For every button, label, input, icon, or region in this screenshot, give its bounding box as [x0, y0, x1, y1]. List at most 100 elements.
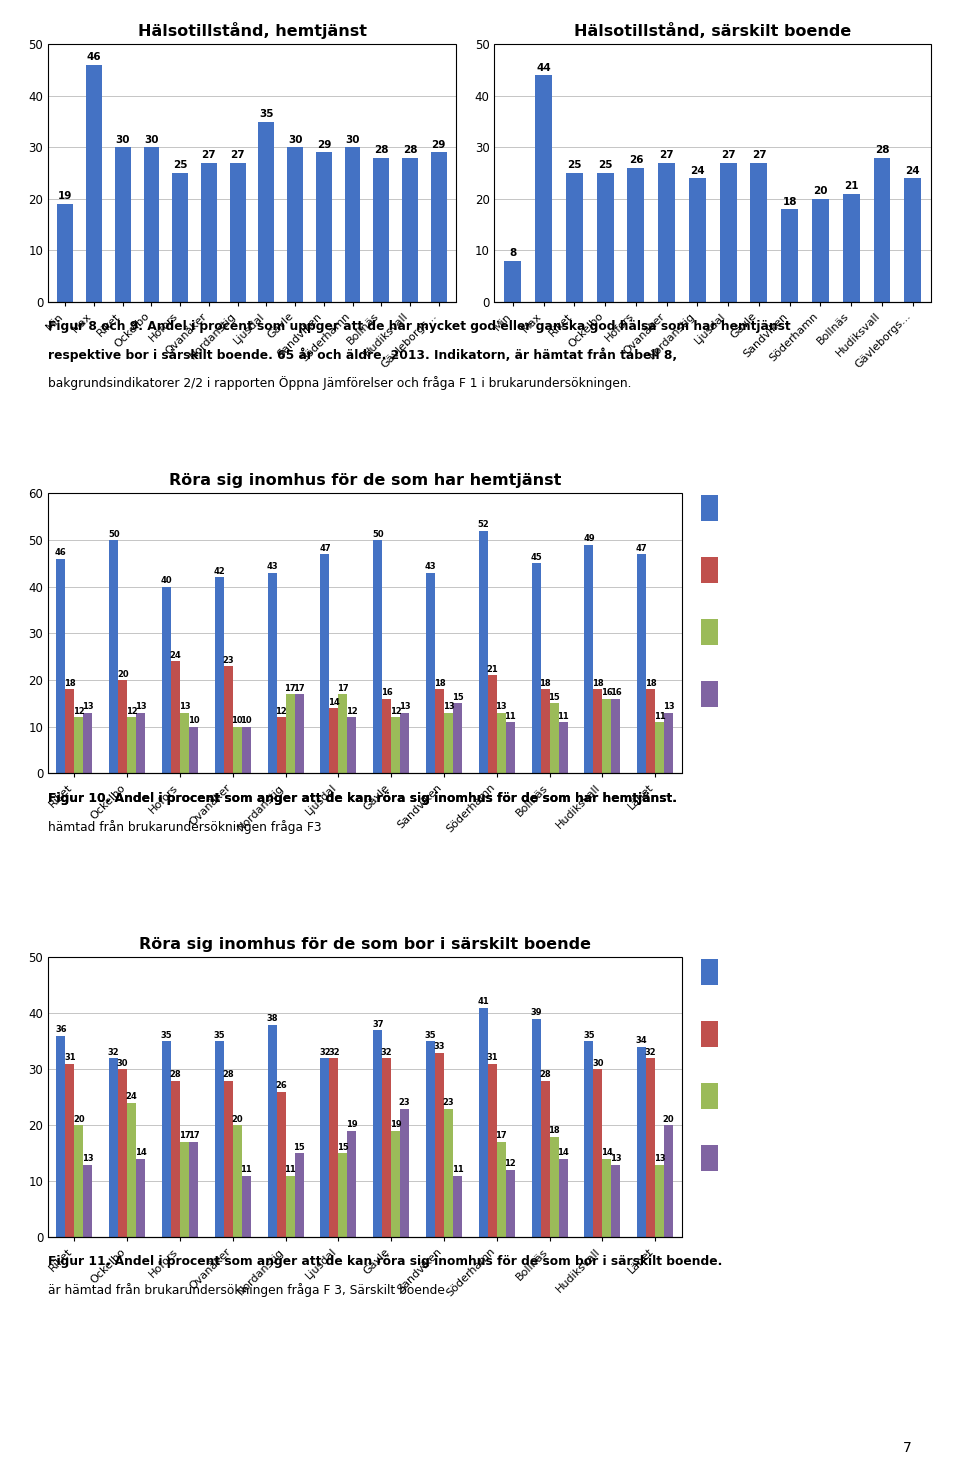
Text: 17: 17 [179, 1131, 190, 1140]
Text: 13: 13 [179, 703, 190, 711]
Text: 19: 19 [390, 1121, 401, 1130]
Text: 30: 30 [115, 134, 130, 144]
Bar [180, 713, 189, 773]
Bar [664, 713, 673, 773]
Text: 18: 18 [64, 679, 76, 688]
Text: 35: 35 [259, 109, 274, 119]
Text: 12: 12 [346, 707, 358, 716]
Text: 25: 25 [598, 161, 612, 171]
Text: 14: 14 [328, 698, 340, 707]
Bar [229, 164, 246, 302]
Text: 13: 13 [610, 1153, 622, 1162]
Text: 15: 15 [293, 1143, 305, 1152]
Bar [276, 1091, 286, 1237]
Bar [664, 1125, 673, 1237]
Bar [400, 713, 409, 773]
Text: 24: 24 [690, 165, 705, 175]
Bar [382, 1058, 392, 1237]
Bar [58, 203, 73, 302]
Text: 16: 16 [381, 688, 393, 697]
Text: 10: 10 [240, 716, 252, 725]
Bar [224, 666, 233, 773]
Bar [391, 717, 400, 773]
Title: Hälsotillstånd, hemtjänst: Hälsotillstånd, hemtjänst [137, 22, 367, 38]
Bar [628, 168, 644, 302]
Text: 14: 14 [134, 1149, 147, 1158]
Text: 13: 13 [443, 703, 454, 711]
Text: 18: 18 [592, 679, 604, 688]
Text: 50: 50 [372, 530, 384, 539]
Text: 30: 30 [144, 134, 158, 144]
Bar [172, 172, 188, 302]
Text: 11: 11 [284, 1165, 296, 1174]
Text: 29: 29 [432, 140, 446, 150]
Text: 7: 7 [903, 1441, 912, 1455]
Text: 11: 11 [451, 1165, 464, 1174]
Text: Figur 10. Andel i procent som anger att de kan röra sig inomhus för de som har h: Figur 10. Andel i procent som anger att … [48, 792, 677, 806]
Bar [402, 158, 418, 302]
Text: 13: 13 [82, 1153, 94, 1162]
Bar [549, 1137, 559, 1237]
Text: 15: 15 [337, 1143, 348, 1152]
Text: 27: 27 [202, 150, 216, 161]
Text: 20: 20 [117, 670, 129, 679]
Text: 17: 17 [187, 1131, 200, 1140]
Bar [348, 1131, 356, 1237]
Bar [646, 689, 655, 773]
Bar [488, 675, 497, 773]
Text: 23: 23 [443, 1097, 454, 1106]
Text: 18: 18 [434, 679, 445, 688]
Bar [295, 694, 303, 773]
Text: 24: 24 [905, 165, 920, 175]
Bar [565, 172, 583, 302]
Bar [479, 530, 488, 773]
Bar [224, 1081, 233, 1237]
Bar [215, 1041, 224, 1237]
Text: 32: 32 [645, 1047, 657, 1056]
Text: 14: 14 [557, 1149, 569, 1158]
Bar [479, 1008, 488, 1237]
Bar [655, 722, 664, 773]
Bar [540, 689, 549, 773]
Text: 20: 20 [73, 1115, 84, 1124]
Text: 12: 12 [390, 707, 401, 716]
Text: 12: 12 [276, 707, 287, 716]
Bar [506, 722, 515, 773]
Text: 15: 15 [548, 692, 560, 703]
Bar [162, 586, 171, 773]
Bar [171, 661, 180, 773]
Text: 50: 50 [108, 530, 120, 539]
Bar [453, 1175, 462, 1237]
Text: 8: 8 [509, 247, 516, 258]
Text: 36: 36 [55, 1025, 67, 1034]
Text: 31: 31 [487, 1053, 498, 1062]
Text: 30: 30 [346, 134, 360, 144]
Text: 17: 17 [284, 683, 296, 692]
Text: 17: 17 [337, 683, 348, 692]
Bar [65, 689, 75, 773]
Text: 11: 11 [557, 711, 569, 720]
Text: 21: 21 [487, 664, 498, 675]
Bar [268, 573, 276, 773]
Text: 27: 27 [230, 150, 245, 161]
Text: 27: 27 [721, 150, 735, 161]
Text: 10: 10 [231, 716, 243, 725]
Text: bakgrundsindikatorer 2/2 i rapporten Öppna Jämförelser och fråga F 1 i brukarund: bakgrundsindikatorer 2/2 i rapporten Öpp… [48, 376, 632, 389]
Bar [603, 1159, 612, 1237]
Text: 12: 12 [126, 707, 137, 716]
Bar [84, 1165, 92, 1237]
Text: 13: 13 [654, 1153, 665, 1162]
Bar [655, 1165, 664, 1237]
Bar [593, 689, 602, 773]
Text: 46: 46 [55, 548, 67, 557]
Text: 26: 26 [276, 1081, 287, 1090]
Bar [497, 713, 506, 773]
Text: 33: 33 [434, 1041, 445, 1050]
Bar [338, 694, 348, 773]
Bar [329, 709, 338, 773]
Text: 11: 11 [504, 711, 516, 720]
Text: 35: 35 [213, 1031, 226, 1040]
Text: 28: 28 [540, 1069, 551, 1078]
Bar [612, 1165, 620, 1237]
Text: 27: 27 [660, 150, 674, 161]
